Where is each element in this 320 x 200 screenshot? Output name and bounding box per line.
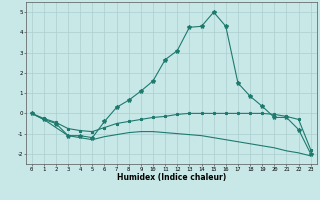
X-axis label: Humidex (Indice chaleur): Humidex (Indice chaleur) xyxy=(116,173,226,182)
